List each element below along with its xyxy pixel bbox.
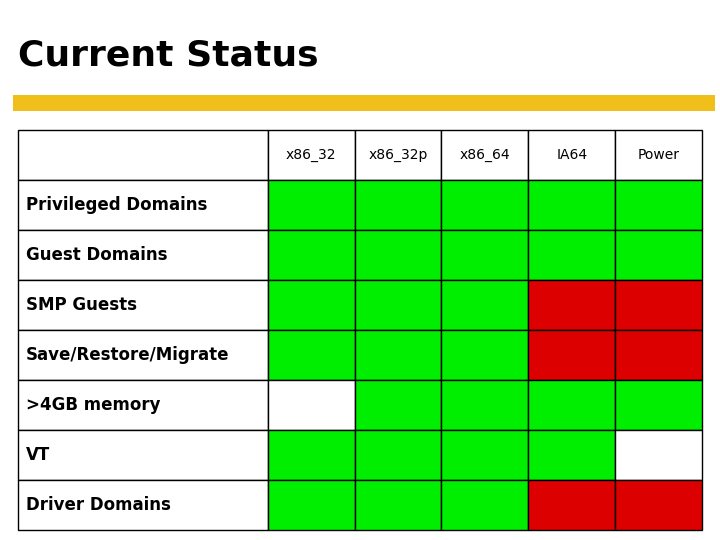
Bar [528, 330, 615, 380]
Text: Current Status: Current Status [18, 38, 319, 72]
Bar [441, 380, 528, 430]
Bar [268, 330, 354, 380]
Bar [18, 430, 268, 480]
Bar [615, 430, 702, 480]
Text: x86_64: x86_64 [459, 148, 510, 162]
Bar [268, 480, 354, 530]
Bar [18, 380, 268, 430]
Bar [354, 430, 441, 480]
Bar [268, 430, 354, 480]
Bar [354, 130, 441, 180]
Bar [268, 180, 354, 230]
Bar [615, 180, 702, 230]
Text: IA64: IA64 [556, 148, 588, 162]
Text: >4GB memory: >4GB memory [26, 396, 161, 414]
Bar [441, 330, 528, 380]
Text: SMP Guests: SMP Guests [26, 296, 137, 314]
Bar [441, 230, 528, 280]
Bar [13, 95, 715, 111]
Bar [528, 430, 615, 480]
Bar [441, 430, 528, 480]
Bar [528, 280, 615, 330]
Bar [18, 180, 268, 230]
Text: Guest Domains: Guest Domains [26, 246, 168, 264]
Text: Power: Power [638, 148, 680, 162]
Bar [18, 330, 268, 380]
Bar [268, 130, 354, 180]
Text: Privileged Domains: Privileged Domains [26, 196, 207, 214]
Bar [528, 180, 615, 230]
Bar [528, 230, 615, 280]
Bar [354, 230, 441, 280]
Bar [615, 330, 702, 380]
Bar [615, 280, 702, 330]
Bar [441, 480, 528, 530]
Bar [268, 280, 354, 330]
Bar [354, 180, 441, 230]
Bar [528, 480, 615, 530]
Text: x86_32: x86_32 [286, 148, 336, 162]
Bar [354, 330, 441, 380]
Bar [615, 230, 702, 280]
Bar [528, 380, 615, 430]
Bar [18, 280, 268, 330]
Bar [441, 180, 528, 230]
Bar [18, 130, 268, 180]
Bar [441, 130, 528, 180]
Text: Save/Restore/Migrate: Save/Restore/Migrate [26, 346, 230, 364]
Text: Driver Domains: Driver Domains [26, 496, 171, 514]
Bar [441, 280, 528, 330]
Bar [354, 280, 441, 330]
Bar [18, 230, 268, 280]
Bar [354, 480, 441, 530]
Text: x86_32p: x86_32p [368, 148, 428, 162]
Text: VT: VT [26, 446, 50, 464]
Bar [615, 130, 702, 180]
Bar [615, 480, 702, 530]
Bar [615, 380, 702, 430]
Bar [18, 480, 268, 530]
Bar [268, 380, 354, 430]
Bar [268, 230, 354, 280]
Bar [528, 130, 615, 180]
Bar [354, 380, 441, 430]
